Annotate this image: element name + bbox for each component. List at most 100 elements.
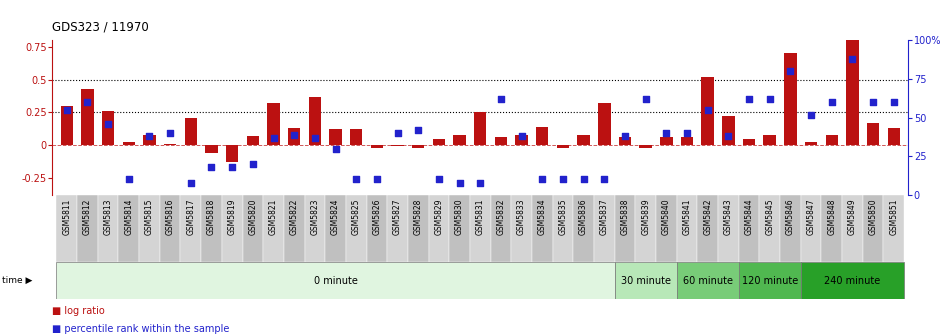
Point bbox=[742, 96, 757, 102]
Text: GSM5845: GSM5845 bbox=[766, 198, 774, 235]
Bar bbox=[805, 142, 817, 145]
Bar bbox=[660, 137, 672, 145]
Text: GSM5849: GSM5849 bbox=[848, 198, 857, 235]
Bar bbox=[61, 106, 73, 145]
Text: GSM5812: GSM5812 bbox=[83, 198, 92, 235]
Text: GSM5832: GSM5832 bbox=[496, 198, 505, 235]
Text: GSM5830: GSM5830 bbox=[456, 198, 464, 235]
Text: GSM5815: GSM5815 bbox=[145, 198, 154, 235]
Bar bbox=[515, 135, 528, 145]
Bar bbox=[614, 195, 635, 262]
Bar bbox=[553, 195, 573, 262]
Bar bbox=[594, 195, 614, 262]
Bar bbox=[739, 195, 759, 262]
Bar bbox=[243, 195, 263, 262]
Bar bbox=[677, 262, 739, 299]
Bar bbox=[677, 195, 697, 262]
Point bbox=[59, 107, 74, 113]
Text: GSM5827: GSM5827 bbox=[393, 198, 402, 235]
Bar bbox=[288, 128, 301, 145]
Bar bbox=[366, 195, 387, 262]
Text: GSM5834: GSM5834 bbox=[537, 198, 547, 235]
Text: time ▶: time ▶ bbox=[2, 276, 32, 285]
Bar bbox=[801, 262, 904, 299]
Point bbox=[638, 96, 653, 102]
Bar bbox=[123, 142, 135, 145]
Text: GSM5816: GSM5816 bbox=[165, 198, 175, 235]
Bar bbox=[780, 195, 801, 262]
Text: 30 minute: 30 minute bbox=[621, 276, 670, 286]
Text: GSM5829: GSM5829 bbox=[435, 198, 443, 235]
Point bbox=[596, 177, 611, 182]
Text: GSM5828: GSM5828 bbox=[414, 198, 423, 235]
Text: GSM5825: GSM5825 bbox=[352, 198, 360, 235]
Bar bbox=[429, 195, 449, 262]
Bar bbox=[887, 128, 900, 145]
Bar bbox=[697, 195, 718, 262]
Bar bbox=[267, 103, 280, 145]
Bar bbox=[702, 77, 714, 145]
Bar bbox=[433, 138, 445, 145]
Bar bbox=[202, 195, 222, 262]
Bar bbox=[759, 195, 780, 262]
Text: GSM5844: GSM5844 bbox=[745, 198, 753, 235]
Bar bbox=[512, 195, 532, 262]
Point bbox=[494, 96, 509, 102]
Point bbox=[534, 177, 550, 182]
Bar bbox=[863, 195, 883, 262]
Bar bbox=[785, 53, 797, 145]
Bar bbox=[246, 136, 259, 145]
Bar bbox=[474, 112, 487, 145]
Point bbox=[700, 107, 715, 113]
Point bbox=[432, 177, 447, 182]
Bar bbox=[536, 127, 549, 145]
Bar bbox=[304, 195, 325, 262]
Bar bbox=[532, 195, 553, 262]
Bar bbox=[160, 195, 181, 262]
Point bbox=[452, 180, 467, 185]
Text: GDS323 / 11970: GDS323 / 11970 bbox=[52, 20, 149, 34]
Bar bbox=[846, 30, 859, 145]
Point bbox=[369, 177, 384, 182]
Point bbox=[514, 133, 529, 139]
Text: GSM5836: GSM5836 bbox=[579, 198, 588, 235]
Point bbox=[163, 130, 178, 136]
Bar bbox=[801, 195, 822, 262]
Text: GSM5814: GSM5814 bbox=[125, 198, 133, 235]
Bar bbox=[495, 137, 507, 145]
Bar bbox=[573, 195, 594, 262]
Bar bbox=[822, 195, 842, 262]
Bar bbox=[408, 195, 429, 262]
Bar bbox=[325, 195, 346, 262]
Point bbox=[184, 180, 199, 185]
Bar bbox=[639, 145, 651, 148]
Text: GSM5819: GSM5819 bbox=[227, 198, 237, 235]
Bar bbox=[867, 123, 880, 145]
Point bbox=[659, 130, 674, 136]
Point bbox=[101, 121, 116, 126]
Bar bbox=[619, 137, 631, 145]
Point bbox=[224, 164, 240, 170]
Bar bbox=[98, 195, 119, 262]
Bar bbox=[119, 195, 139, 262]
Bar bbox=[556, 145, 569, 148]
Text: GSM5842: GSM5842 bbox=[703, 198, 712, 235]
Bar bbox=[739, 262, 801, 299]
Bar bbox=[350, 129, 362, 145]
Point bbox=[721, 133, 736, 139]
Text: GSM5847: GSM5847 bbox=[806, 198, 816, 235]
Bar bbox=[77, 195, 98, 262]
Point bbox=[390, 130, 405, 136]
Point bbox=[617, 133, 632, 139]
Bar bbox=[598, 103, 611, 145]
Point bbox=[80, 99, 95, 105]
Bar bbox=[371, 145, 383, 148]
Point bbox=[783, 69, 798, 74]
Bar bbox=[102, 111, 114, 145]
Text: GSM5843: GSM5843 bbox=[724, 198, 733, 235]
Point bbox=[886, 99, 902, 105]
Text: GSM5837: GSM5837 bbox=[600, 198, 609, 235]
Bar bbox=[205, 145, 218, 153]
Point bbox=[844, 56, 860, 61]
Text: 120 minute: 120 minute bbox=[742, 276, 798, 286]
